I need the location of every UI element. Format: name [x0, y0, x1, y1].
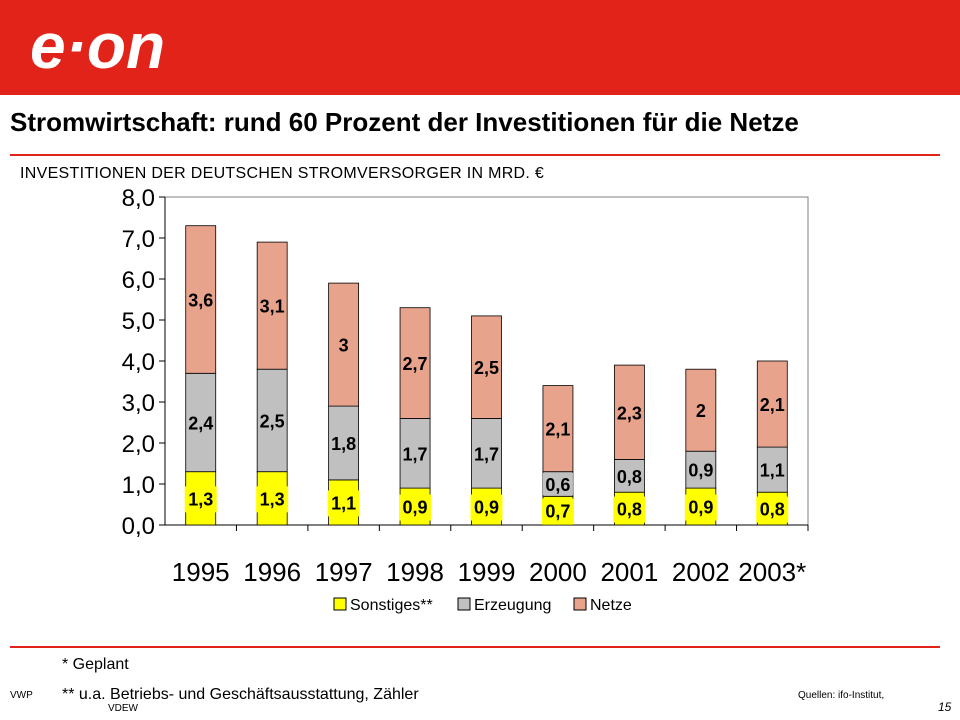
- title-divider: [10, 154, 940, 156]
- bar-segment: [685, 368, 717, 452]
- bar-segment: [542, 385, 574, 473]
- logo-text: e·on: [30, 14, 165, 80]
- data-label-box: [184, 486, 217, 513]
- data-label-box: [399, 494, 432, 521]
- data-label-box: [756, 496, 789, 523]
- footnote-other: ** u.a. Betriebs- und Geschäftsausstattu…: [62, 686, 419, 703]
- data-label: 0,9: [688, 461, 713, 481]
- data-label-box: [541, 498, 574, 525]
- y-tick-label: 7,0: [122, 226, 155, 253]
- data-label: 3,6: [188, 291, 213, 311]
- footer-divider: [10, 646, 940, 648]
- y-tick-label: 0,0: [122, 513, 155, 540]
- slide-title: Stromwirtschaft: rund 60 Prozent der Inv…: [10, 107, 799, 137]
- data-label: 2,3: [617, 403, 642, 423]
- data-label: 0,7: [545, 502, 570, 522]
- data-label-box: [613, 496, 646, 523]
- x-tick-label: 1998: [386, 557, 444, 587]
- left-code: VWP: [10, 690, 33, 701]
- x-tick-label: 1999: [458, 557, 516, 587]
- data-label: 3: [339, 336, 349, 356]
- legend-label: Sonstiges**: [350, 597, 433, 614]
- bar-segment: [185, 225, 217, 374]
- x-tick-label: 2000: [529, 557, 587, 587]
- data-label: 0,8: [617, 500, 642, 520]
- bar-segment: [328, 405, 360, 481]
- data-label: 1,1: [331, 493, 356, 513]
- x-tick-label: 1995: [172, 557, 230, 587]
- data-label: 2,4: [188, 414, 213, 434]
- data-label: 2,5: [474, 358, 499, 378]
- bar-segment: [399, 417, 431, 489]
- data-label: 0,6: [545, 475, 570, 495]
- data-label: 2,7: [403, 354, 428, 374]
- y-tick-label: 3,0: [122, 390, 155, 417]
- sources-line2: VDEW: [108, 703, 138, 714]
- eon-logo: e·on: [30, 14, 165, 80]
- chart-title: INVESTITIONEN DER DEUTSCHEN STROMVERSORG…: [20, 165, 545, 182]
- data-label: 3,1: [260, 297, 285, 317]
- stacked-bar-chart: 0,0 1,0 2,0 3,0 4,0 5,0 6,0 7,0 8,0 1,3 2,4 3,6 1995…: [122, 185, 809, 618]
- x-tick-label: 1997: [315, 557, 373, 587]
- page-number: 15: [938, 700, 952, 714]
- legend-label: Erzeugung: [474, 597, 551, 614]
- bar-segment: [756, 446, 788, 493]
- bar-segment: [471, 315, 502, 419]
- bar-segment: [328, 282, 360, 407]
- legend-swatch: [573, 597, 587, 611]
- x-tick-label: 2001: [600, 557, 658, 587]
- bar-segment: [399, 307, 431, 419]
- footnote-planned: * Geplant: [62, 656, 129, 673]
- y-tick-label: 5,0: [122, 308, 155, 335]
- data-label: 1,8: [331, 434, 356, 454]
- data-label-box: [327, 490, 360, 517]
- bar-segment: [256, 241, 288, 370]
- x-tick-label: 2003*: [738, 557, 806, 587]
- legend-box: [320, 590, 650, 618]
- data-label-box: [256, 486, 289, 513]
- data-label: 1,7: [403, 444, 428, 464]
- bar-segment: [471, 417, 502, 489]
- data-label: 1,7: [474, 444, 499, 464]
- data-label: 1,3: [188, 489, 213, 509]
- data-label: 0,9: [688, 498, 713, 518]
- legend-label: Netze: [590, 597, 632, 614]
- y-tick-label: 6,0: [122, 267, 155, 294]
- bar-segment: [685, 450, 717, 489]
- bar-segment: [756, 360, 788, 448]
- data-label-box: [542, 473, 573, 495]
- legend-swatch: [333, 597, 347, 611]
- data-label: 0,8: [617, 467, 642, 487]
- data-label-box: [684, 494, 717, 521]
- bar-segment: [613, 458, 645, 493]
- data-label: 0,9: [403, 498, 428, 518]
- data-label: 0,8: [760, 500, 785, 520]
- y-tick-label: 2,0: [122, 431, 155, 458]
- y-tick-label: 8,0: [122, 185, 155, 212]
- data-label: 1,1: [760, 461, 785, 481]
- data-label: 1,3: [260, 489, 285, 509]
- legend-swatch: [457, 597, 471, 611]
- data-label-box: [470, 494, 503, 521]
- data-label: 2,1: [545, 420, 570, 440]
- bar-segment: [613, 364, 645, 460]
- sources: Quellen: ifo-Institut,: [798, 690, 885, 701]
- data-label: 0,9: [474, 498, 499, 518]
- y-tick-label: 1,0: [122, 472, 155, 499]
- x-tick-label: 1996: [243, 557, 301, 587]
- data-label: 2: [696, 401, 706, 421]
- y-tick-label: 4,0: [122, 349, 155, 376]
- bar-segment: [185, 372, 217, 473]
- header-bar: e·on: [0, 0, 960, 95]
- data-label: 2,5: [260, 411, 285, 431]
- x-tick-label: 2002: [672, 557, 730, 587]
- data-label: 2,1: [760, 395, 785, 415]
